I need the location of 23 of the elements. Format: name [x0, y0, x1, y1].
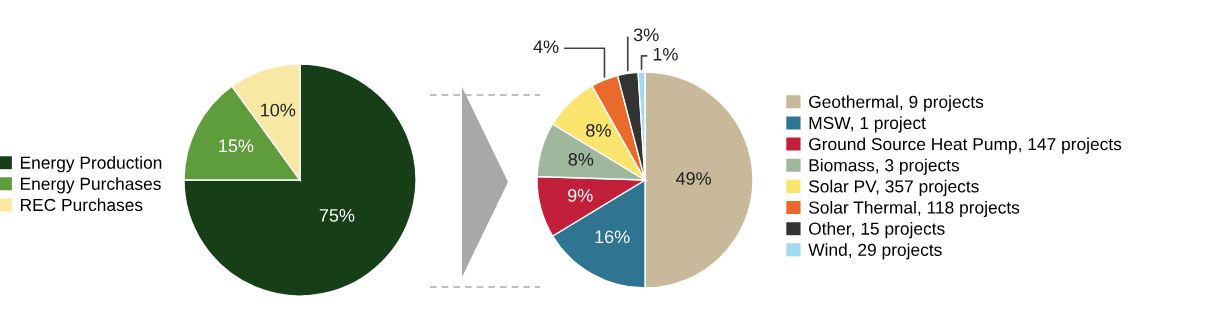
- legend-label: MSW, 1 project: [809, 116, 926, 133]
- pie-slice: [183, 63, 417, 297]
- legend-label: Energy Production: [20, 156, 162, 173]
- legend-label: REC Purchases: [20, 198, 143, 212]
- legend-label: Wind, 29 projects: [808, 243, 942, 260]
- legend-label: Other, 15 projects: [809, 222, 945, 239]
- data-label: 8%: [586, 123, 611, 137]
- data-label: 16%: [595, 230, 630, 244]
- data-label: 49%: [675, 172, 712, 185]
- legend-label: Ground Source Heat Pump, 147 projects: [809, 137, 1122, 154]
- data-label: 75%: [319, 209, 355, 222]
- data-label: 3%: [633, 28, 659, 42]
- data-label: 15%: [219, 139, 254, 153]
- data-label: 9%: [568, 189, 593, 202]
- legend-label: Geothermal, 9 projects: [809, 95, 984, 112]
- legend-label: Solar PV, 357 projects: [808, 179, 979, 196]
- legend-label: Energy Purchases: [20, 177, 161, 194]
- legend-label: Biomass, 3 projects: [809, 158, 960, 175]
- legend-label: Solar Thermal, 118 projects: [808, 200, 1020, 218]
- data-label: 4%: [533, 40, 559, 54]
- data-label: 1%: [653, 47, 678, 61]
- data-label: 10%: [261, 103, 296, 117]
- data-label: 8%: [568, 153, 594, 166]
